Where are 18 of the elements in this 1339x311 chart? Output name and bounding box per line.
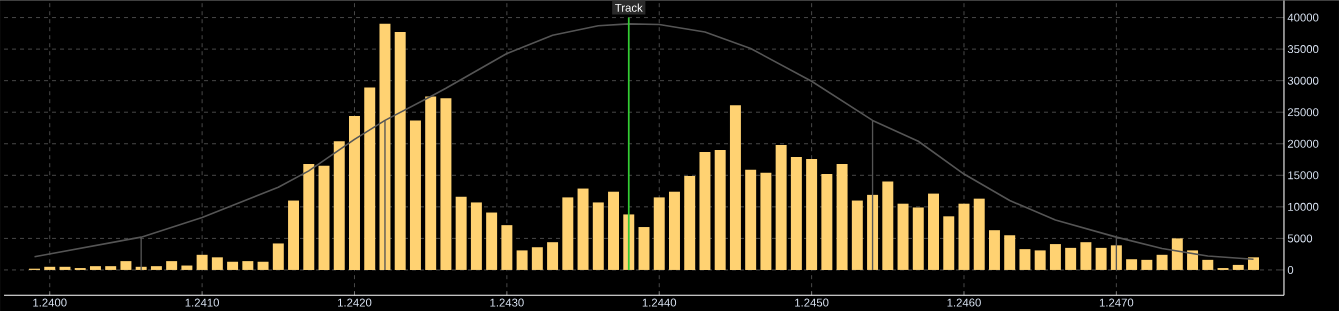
y-tick-label: 25000 [1287,108,1319,117]
x-tick-label: 1.2450 [795,298,829,307]
x-tick-label: 1.2400 [33,298,67,307]
x-tick-label: 1.2460 [947,298,981,307]
y-tick-label: 30000 [1287,76,1319,85]
y-tick-label: 0 [1287,265,1294,274]
x-tick-label: 1.2430 [490,298,524,307]
y-tick-label: 15000 [1288,171,1319,180]
y-tick-label: 35000 [1287,45,1319,54]
y-tick-label: 40000 [1287,13,1319,22]
x-tick-label: 1.2470 [1099,298,1134,307]
ref-line-label: Track [615,3,643,12]
x-tick-label: 1.2440 [642,298,677,307]
y-tick-label: 5000 [1287,234,1313,243]
x-tick-label: 1.2410 [185,298,219,307]
y-tick-label: 20000 [1287,139,1319,148]
x-tick-label: 1.2420 [338,298,372,307]
y-tick-label: 10000 [1288,202,1319,211]
